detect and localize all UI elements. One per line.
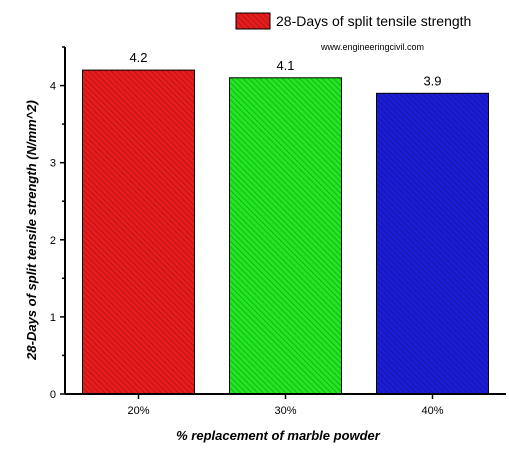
y-axis-label: 28-Days of split tensile strength (N/mm^… [24,100,39,361]
bar-30pct [229,77,342,395]
y-tick-label: 3 [50,158,56,170]
legend-label: 28-Days of split tensile strength [276,13,471,29]
plot-area: 4.2 20% 4.1 30% 3.9 40% 0 1 2 3 4 [50,46,506,417]
bar-20pct [82,69,195,395]
watermark: www.engineeringcivil.com [320,42,424,52]
y-tick-label: 0 [50,389,56,401]
bar-40pct [376,92,489,395]
x-tick-label: 30% [274,405,296,417]
x-tick-label: 20% [127,405,149,417]
data-label: 3.9 [423,73,441,88]
y-tick-label: 1 [50,312,56,324]
legend-swatch [235,12,271,30]
data-label: 4.1 [276,58,294,73]
y-tick-label: 4 [50,81,56,93]
y-tick-label: 2 [50,235,56,247]
x-tick-label: 40% [421,405,443,417]
data-label: 4.2 [129,50,147,65]
x-axis-label: % replacement of marble powder [176,428,381,443]
legend: 28-Days of split tensile strength [235,12,471,30]
